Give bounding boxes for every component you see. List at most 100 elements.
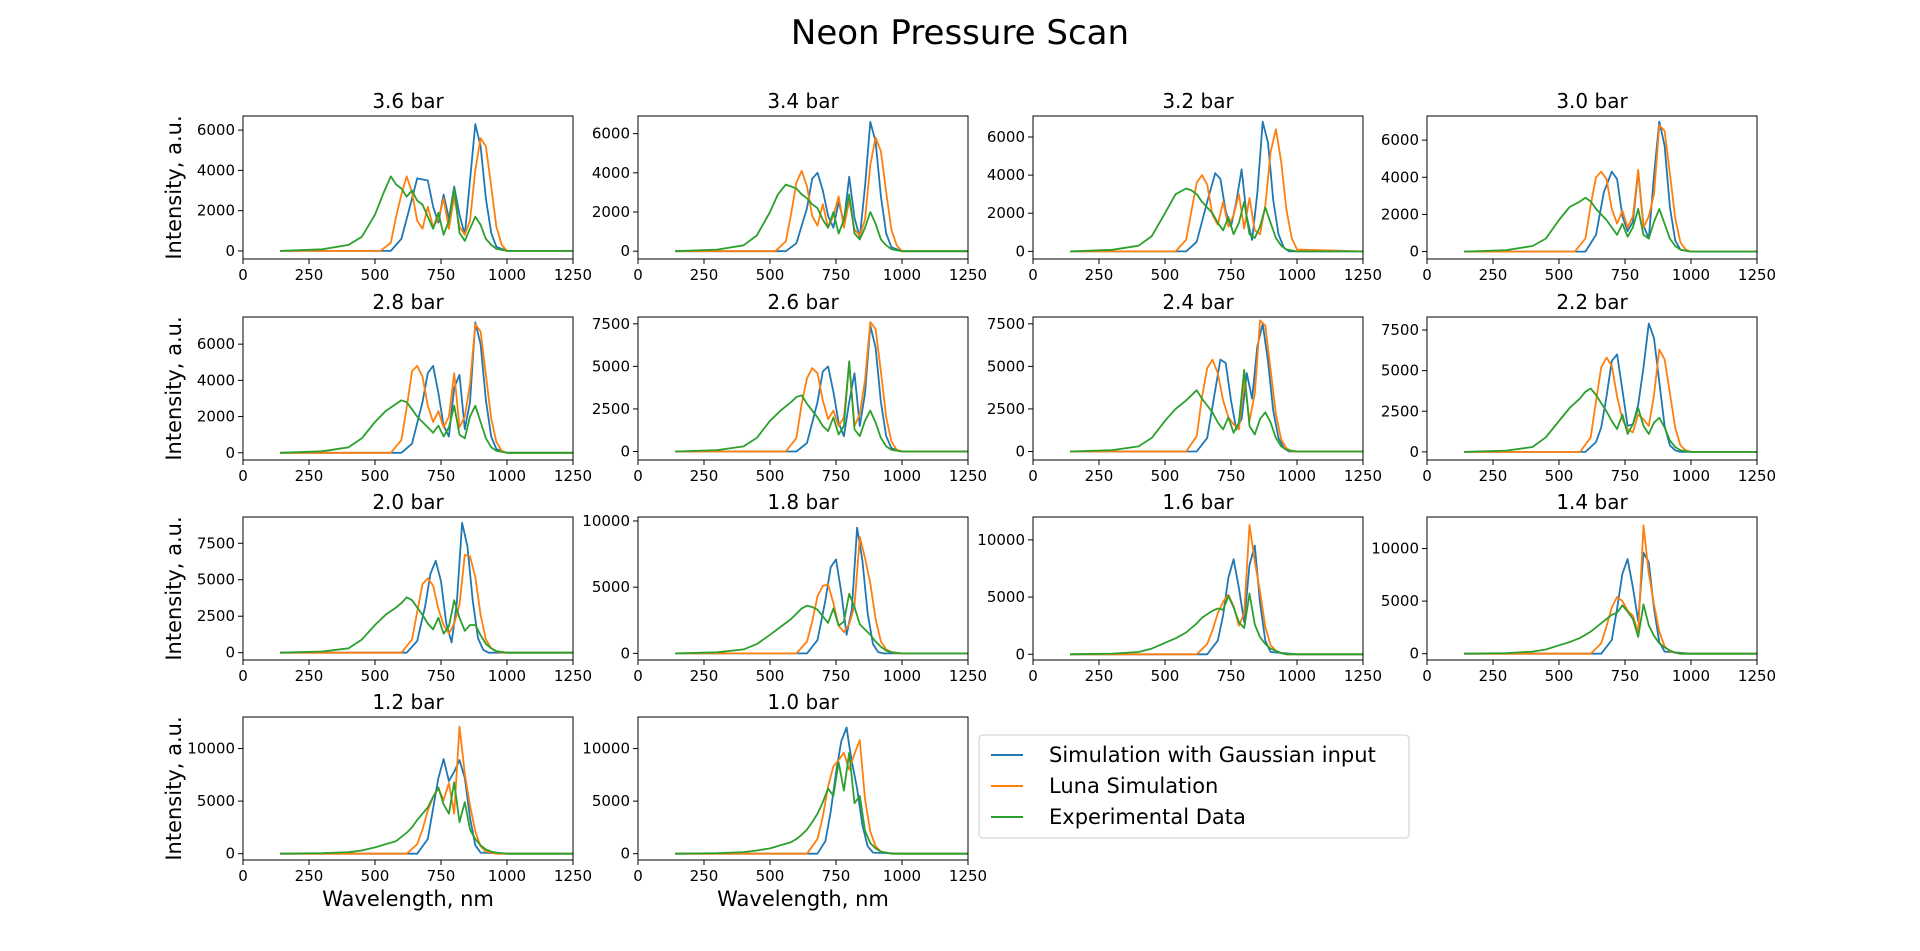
figure-title: Neon Pressure Scan — [791, 13, 1129, 53]
plot-frame — [1426, 316, 1758, 461]
y-tick-label: 5000 — [592, 578, 630, 596]
subplot-11: 1.6 bar 0 250 500 750 1000 1250 0 5000 10000 — [977, 490, 1382, 685]
y-tick-label: 0 — [1409, 243, 1419, 261]
series-line-experimental — [1069, 187, 1363, 253]
x-tick-label: 1000 — [883, 667, 921, 685]
x-tick-label: 1250 — [949, 667, 987, 685]
series-line-experimental — [1463, 196, 1757, 253]
legend: Simulation with Gaussian input Luna Simul… — [978, 734, 1410, 839]
x-tick-label: 0 — [1422, 266, 1432, 284]
x-tick-label: 1000 — [1278, 667, 1316, 685]
series-line-experimental — [1069, 592, 1363, 656]
series-line-experimental — [279, 175, 573, 252]
x-tick-label: 1250 — [1344, 266, 1382, 284]
series-line-gaussian — [675, 726, 968, 855]
y-tick-label: 0 — [1409, 443, 1419, 461]
y-tick-label: 10000 — [1371, 540, 1419, 558]
series-line-experimental — [279, 399, 573, 454]
series-lines — [674, 321, 968, 453]
series-lines — [1463, 120, 1757, 253]
x-tick-label: 1250 — [1344, 667, 1382, 685]
y-tick-label: 0 — [225, 242, 235, 260]
x-axis-label: Wavelength, nm — [717, 887, 889, 911]
x-tick-label: 500 — [756, 667, 785, 685]
y-tick-label: 7500 — [1381, 321, 1419, 339]
y-tick-label: 5000 — [197, 571, 235, 589]
legend-label-gaussian: Simulation with Gaussian input — [1049, 743, 1376, 767]
y-tick-label: 7500 — [592, 315, 630, 333]
x-tick-label: 750 — [1611, 667, 1640, 685]
y-axis-label: Intensity, a.u. — [162, 516, 186, 660]
x-tick-label: 1250 — [554, 667, 592, 685]
series-line-luna — [280, 725, 573, 855]
x-tick-label: 1000 — [883, 867, 921, 885]
x-tick-label: 1250 — [554, 467, 592, 485]
x-tick-label: 750 — [427, 667, 456, 685]
x-tick-label: 500 — [1545, 467, 1574, 485]
series-line-experimental — [674, 360, 968, 453]
plot-frame — [637, 716, 969, 861]
x-tick-label: 750 — [427, 467, 456, 485]
subplot-12: 1.4 bar 0 250 500 750 1000 1250 0 5000 10000 — [1371, 490, 1776, 685]
series-lines — [1069, 120, 1363, 253]
x-tick-label: 250 — [295, 266, 324, 284]
subplot-5: 2.8 bar 0 250 500 750 1000 1250 0 2000 4000 6000 In… — [162, 290, 592, 485]
y-tick-label: 2000 — [197, 202, 235, 220]
x-tick-label: 1000 — [488, 867, 526, 885]
subplot-title: 2.8 bar — [372, 290, 444, 314]
subplot-title: 2.4 bar — [1162, 290, 1234, 314]
subplot-8: 2.2 bar 0 250 500 750 1000 1250 0 2500 5000 7500 — [1381, 290, 1776, 485]
series-line-gaussian — [1464, 120, 1757, 253]
x-tick-label: 1250 — [1738, 467, 1776, 485]
y-tick-label: 10000 — [582, 740, 630, 758]
subplot-13: 1.2 bar 0 250 500 750 1000 1250 0 5000 10000Inten… — [162, 690, 592, 911]
x-tick-label: 1250 — [949, 467, 987, 485]
x-tick-label: 500 — [361, 266, 390, 284]
plot-frame — [637, 316, 969, 461]
series-line-gaussian — [280, 521, 573, 654]
series-lines — [279, 321, 573, 454]
subplot-title: 3.0 bar — [1556, 89, 1628, 113]
y-tick-label: 0 — [1409, 645, 1419, 663]
x-tick-label: 250 — [690, 467, 719, 485]
y-axis-label: Intensity, a.u. — [162, 716, 186, 860]
series-line-gaussian — [675, 121, 968, 253]
x-tick-label: 500 — [1151, 266, 1180, 284]
x-tick-label: 500 — [1151, 667, 1180, 685]
y-tick-label: 6000 — [592, 125, 630, 143]
x-tick-label: 500 — [756, 467, 785, 485]
y-tick-label: 5000 — [592, 792, 630, 810]
x-tick-label: 1000 — [883, 467, 921, 485]
x-tick-label: 1250 — [949, 867, 987, 885]
x-tick-label: 1000 — [1672, 467, 1710, 485]
subplot-title: 3.4 bar — [767, 89, 839, 113]
plot-frame — [1426, 115, 1758, 260]
x-tick-label: 500 — [361, 867, 390, 885]
y-tick-label: 0 — [225, 444, 235, 462]
series-line-luna — [1464, 124, 1757, 253]
y-tick-label: 2000 — [592, 203, 630, 221]
y-tick-label: 4000 — [987, 166, 1025, 184]
series-line-luna — [1464, 524, 1757, 655]
x-tick-label: 0 — [633, 266, 643, 284]
series-line-luna — [1464, 348, 1757, 453]
y-tick-label: 5000 — [1381, 592, 1419, 610]
series-line-experimental — [1463, 603, 1757, 655]
legend-box — [978, 734, 1410, 839]
x-tick-label: 750 — [1611, 467, 1640, 485]
y-tick-label: 6000 — [197, 335, 235, 353]
y-tick-label: 2500 — [987, 400, 1025, 418]
y-tick-label: 4000 — [1381, 168, 1419, 186]
x-tick-label: 1000 — [1278, 266, 1316, 284]
x-tick-label: 0 — [238, 266, 248, 284]
x-tick-label: 250 — [295, 867, 324, 885]
x-tick-label: 750 — [1611, 266, 1640, 284]
series-lines — [1463, 322, 1757, 453]
x-tick-label: 250 — [295, 667, 324, 685]
x-tick-label: 1250 — [1738, 667, 1776, 685]
series-lines — [674, 121, 968, 253]
plot-frame — [1426, 516, 1758, 661]
x-tick-label: 250 — [690, 266, 719, 284]
x-tick-label: 750 — [822, 667, 851, 685]
x-tick-label: 0 — [1028, 467, 1038, 485]
